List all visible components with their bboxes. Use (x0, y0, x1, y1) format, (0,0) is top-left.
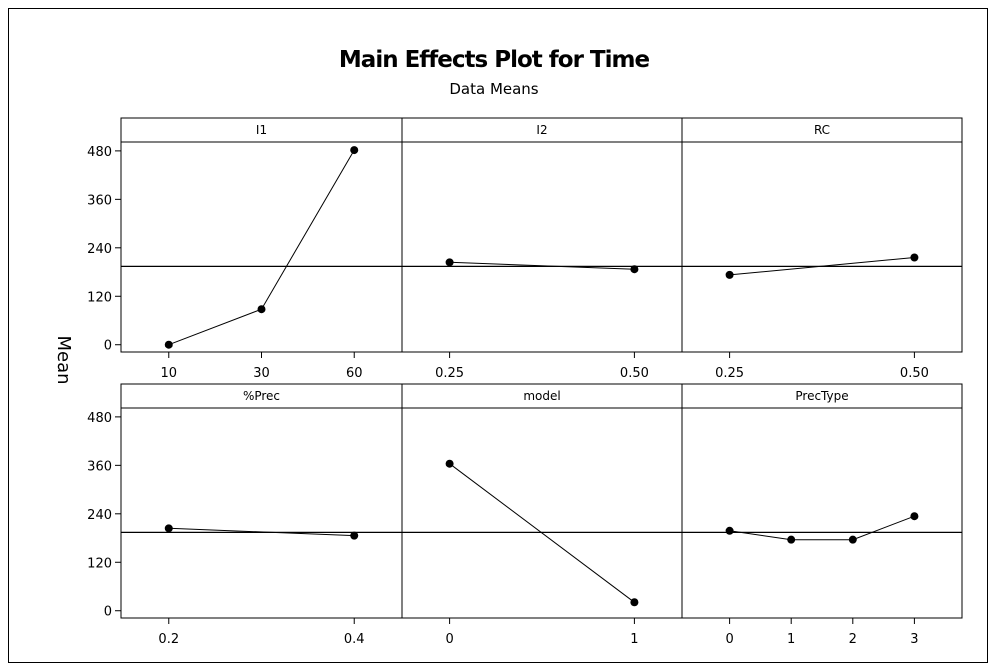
x-tick-label: 2 (849, 632, 857, 647)
series-line-prectype (729, 515, 915, 541)
y-tick-label: 0 (104, 339, 112, 354)
y-axis-label: Mean (53, 335, 74, 384)
panel-plot-i1 (120, 141, 403, 353)
panel-label-prectype: PrecType (795, 389, 848, 403)
panel-label-i2: I2 (536, 123, 547, 137)
chart-subtitle: Data Means (449, 80, 538, 98)
y-tick-label: 480 (87, 411, 112, 426)
series-line-i1 (168, 149, 355, 346)
data-point (630, 265, 639, 274)
y-tick-label: 0 (104, 605, 112, 620)
data-point (848, 535, 857, 544)
panel-label-i1: I1 (256, 123, 267, 137)
panel-plot-i2 (401, 141, 683, 353)
series-line-rc (729, 257, 915, 276)
data-point (164, 340, 173, 349)
panel-label-prec: %Prec (243, 389, 280, 403)
y-tick-label: 480 (87, 145, 112, 160)
data-point (164, 524, 173, 533)
panel-plot-prectype (681, 407, 963, 619)
panel-plot-rc (681, 141, 963, 353)
series-line-i2 (449, 261, 635, 270)
x-tick-label: 0.50 (620, 366, 649, 381)
panel-plot-model (401, 407, 683, 619)
data-point (257, 305, 266, 314)
data-point (725, 526, 734, 535)
y-tick-label: 240 (87, 508, 112, 523)
panel-label-rc: RC (814, 123, 830, 137)
y-tick-label: 120 (87, 556, 112, 571)
y-tick-label: 360 (87, 459, 112, 474)
x-tick-label: 0.2 (158, 632, 179, 647)
x-tick-label: 0.4 (344, 632, 365, 647)
x-tick-label: 60 (346, 366, 363, 381)
chart-title: Main Effects Plot for Time (339, 47, 650, 73)
chart-frame (8, 8, 988, 663)
x-tick-label: 0.25 (435, 366, 464, 381)
x-tick-label: 1 (787, 632, 795, 647)
panel-plot-prec (120, 407, 403, 619)
x-tick-label: 1 (630, 632, 638, 647)
x-tick-label: 3 (910, 632, 918, 647)
x-tick-label: 30 (253, 366, 270, 381)
data-point (910, 512, 919, 521)
data-point (787, 535, 796, 544)
data-point (350, 146, 359, 155)
y-tick-label: 120 (87, 290, 112, 305)
data-point (725, 270, 734, 279)
series-line-prec (168, 527, 355, 537)
x-tick-label: 0.50 (900, 366, 929, 381)
data-point (350, 531, 359, 540)
data-point (910, 253, 919, 262)
series-line-model (449, 463, 635, 603)
data-point (445, 459, 454, 468)
y-tick-label: 360 (87, 193, 112, 208)
x-tick-label: 0 (445, 632, 453, 647)
panel-label-model: model (523, 389, 560, 403)
y-tick-label: 240 (87, 242, 112, 257)
x-tick-label: 10 (160, 366, 177, 381)
x-tick-label: 0 (725, 632, 733, 647)
x-tick-label: 0.25 (715, 366, 744, 381)
data-point (630, 598, 639, 607)
data-point (445, 258, 454, 267)
